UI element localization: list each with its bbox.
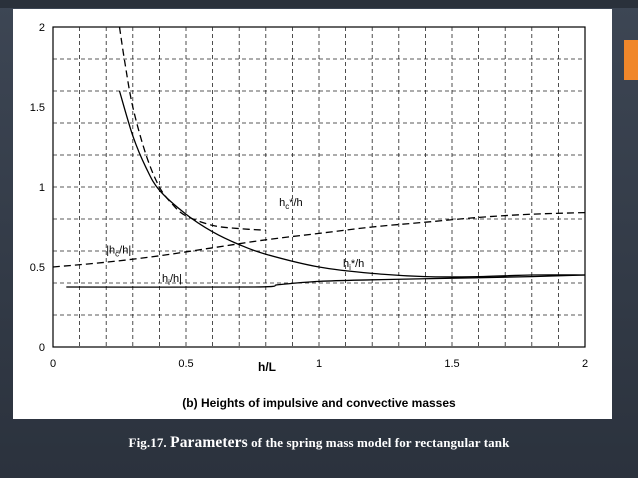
accent-tab: [624, 40, 638, 80]
x-axis-label: h/L: [258, 360, 276, 374]
chart-title: (b) Heights of impulsive and convective …: [182, 396, 456, 410]
x-tick-label: 2: [582, 358, 588, 370]
figure-panel: 0 0.5 1 1.5 2 0 0.5 1 1.5 2 hc*/h |hc/h| hi*/h hi/h|…: [13, 9, 612, 419]
y-tick-label: 0.5: [30, 262, 45, 274]
tick-labels: 0 0.5 1 1.5 2 0 0.5 1 1.5 2: [30, 22, 588, 370]
series-line: [118, 90, 586, 278]
heights-chart: 0 0.5 1 1.5 2 0 0.5 1 1.5 2 hc*/h |hc/h| hi*/h hi/h|…: [30, 22, 588, 410]
series-line: [66, 274, 586, 288]
top-bar: [0, 0, 638, 8]
caption-emphasis: Parameters: [170, 434, 248, 451]
series-annotation: hi/h|: [162, 273, 182, 287]
caption-rest: of the spring mass model for rectangular…: [247, 435, 510, 450]
x-tick-label: 0.5: [178, 358, 193, 370]
series-annotations: hc*/h |hc/h| hi*/h hi/h|: [106, 197, 364, 287]
y-tick-label: 2: [39, 22, 45, 34]
series-lines: [52, 26, 586, 288]
x-tick-label: 0: [50, 358, 56, 370]
series-annotation: hc*/h: [279, 197, 303, 211]
series-annotation: |hc/h|: [106, 244, 131, 258]
y-tick-label: 0: [39, 342, 45, 354]
figure-caption: Fig.17. Parameters of the spring mass mo…: [0, 434, 638, 452]
x-tick-label: 1.5: [444, 358, 459, 370]
y-tick-label: 1.5: [30, 102, 45, 114]
x-tick-label: 1: [316, 358, 322, 370]
y-tick-label: 1: [39, 182, 45, 194]
caption-prefix: Fig.17.: [128, 435, 171, 450]
series-annotation: hi*/h: [343, 258, 364, 272]
grid: [53, 27, 585, 347]
series-line: [52, 211, 586, 268]
